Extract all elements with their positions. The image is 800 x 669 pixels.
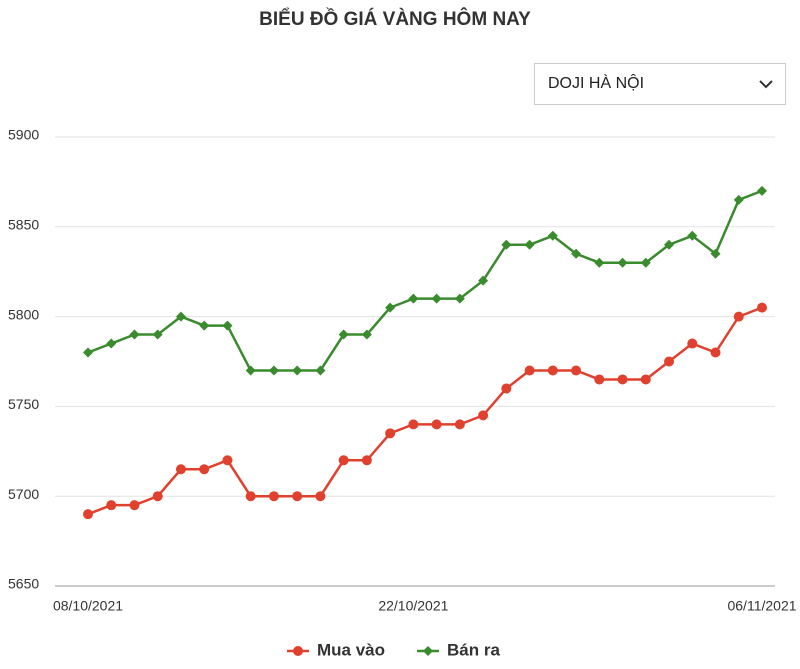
point-marker	[268, 365, 279, 376]
point-marker	[199, 320, 210, 331]
point-marker	[617, 374, 628, 385]
y-tick-label: 5650	[8, 576, 39, 592]
point-marker	[152, 329, 163, 340]
point-marker	[524, 239, 535, 250]
y-tick-label: 5900	[8, 127, 39, 143]
point-marker	[547, 230, 558, 241]
point-marker	[199, 464, 210, 475]
legend-swatch-marker	[293, 646, 303, 656]
y-tick-label: 5850	[8, 217, 39, 233]
point-marker	[501, 383, 512, 394]
point-marker	[338, 329, 349, 340]
dropdown-label: DOJI HÀ NỘI	[548, 75, 645, 92]
point-marker	[245, 491, 256, 502]
point-marker	[594, 257, 605, 268]
point-marker	[222, 320, 233, 331]
point-marker	[431, 293, 442, 304]
point-marker	[571, 365, 582, 376]
point-marker	[385, 428, 396, 439]
point-marker	[361, 329, 372, 340]
point-marker	[687, 230, 698, 241]
dropdown-arrow	[759, 80, 773, 89]
point-marker	[664, 356, 675, 367]
x-tick-label: 06/11/2021	[727, 598, 796, 614]
point-marker	[245, 365, 256, 376]
point-marker	[687, 338, 698, 349]
point-marker	[501, 239, 512, 250]
point-marker	[640, 374, 651, 385]
point-marker	[757, 185, 767, 196]
y-tick-label: 5750	[8, 396, 39, 412]
point-marker	[175, 311, 186, 322]
point-marker	[733, 194, 744, 205]
point-marker	[106, 500, 117, 511]
point-marker	[338, 455, 349, 466]
point-marker	[757, 302, 767, 313]
chart-title: BIỂU ĐỒ GIÁ VÀNG HÔM NAY	[259, 8, 531, 30]
point-marker	[408, 293, 419, 304]
point-marker	[710, 347, 721, 358]
legend-label: Bán ra	[447, 640, 500, 659]
x-tick-label: 22/10/2021	[378, 598, 448, 614]
point-marker	[315, 365, 326, 376]
point-marker	[83, 347, 93, 358]
point-marker	[478, 410, 489, 421]
point-marker	[268, 491, 279, 502]
point-marker	[292, 491, 303, 502]
point-marker	[152, 491, 163, 502]
point-marker	[129, 500, 140, 511]
point-marker	[431, 419, 442, 430]
point-marker	[664, 239, 675, 250]
dropdown[interactable]: DOJI HÀ NỘI	[534, 63, 786, 105]
point-marker	[361, 455, 372, 466]
point-marker	[547, 365, 558, 376]
x-tick-label: 08/10/2021	[53, 598, 123, 614]
point-marker	[454, 293, 465, 304]
point-marker	[315, 491, 326, 502]
point-marker	[454, 419, 465, 430]
series-line	[87, 306, 763, 516]
y-tick-label: 5800	[8, 306, 39, 322]
point-marker	[83, 509, 93, 520]
point-marker	[524, 365, 535, 376]
point-marker	[594, 374, 605, 385]
y-tick-label: 5700	[8, 486, 39, 502]
point-marker	[640, 257, 651, 268]
legend-swatch-marker	[423, 646, 433, 656]
point-marker	[571, 248, 582, 259]
point-marker	[292, 365, 303, 376]
point-marker	[175, 464, 186, 475]
point-marker	[617, 257, 628, 268]
legend-label: Mua vào	[317, 640, 385, 659]
point-marker	[733, 311, 744, 322]
point-marker	[385, 302, 396, 313]
series-line	[87, 189, 763, 372]
point-marker	[408, 419, 419, 430]
point-marker	[129, 329, 140, 340]
point-marker	[222, 455, 233, 466]
point-marker	[710, 248, 721, 259]
point-marker	[478, 275, 489, 286]
point-marker	[106, 338, 117, 349]
